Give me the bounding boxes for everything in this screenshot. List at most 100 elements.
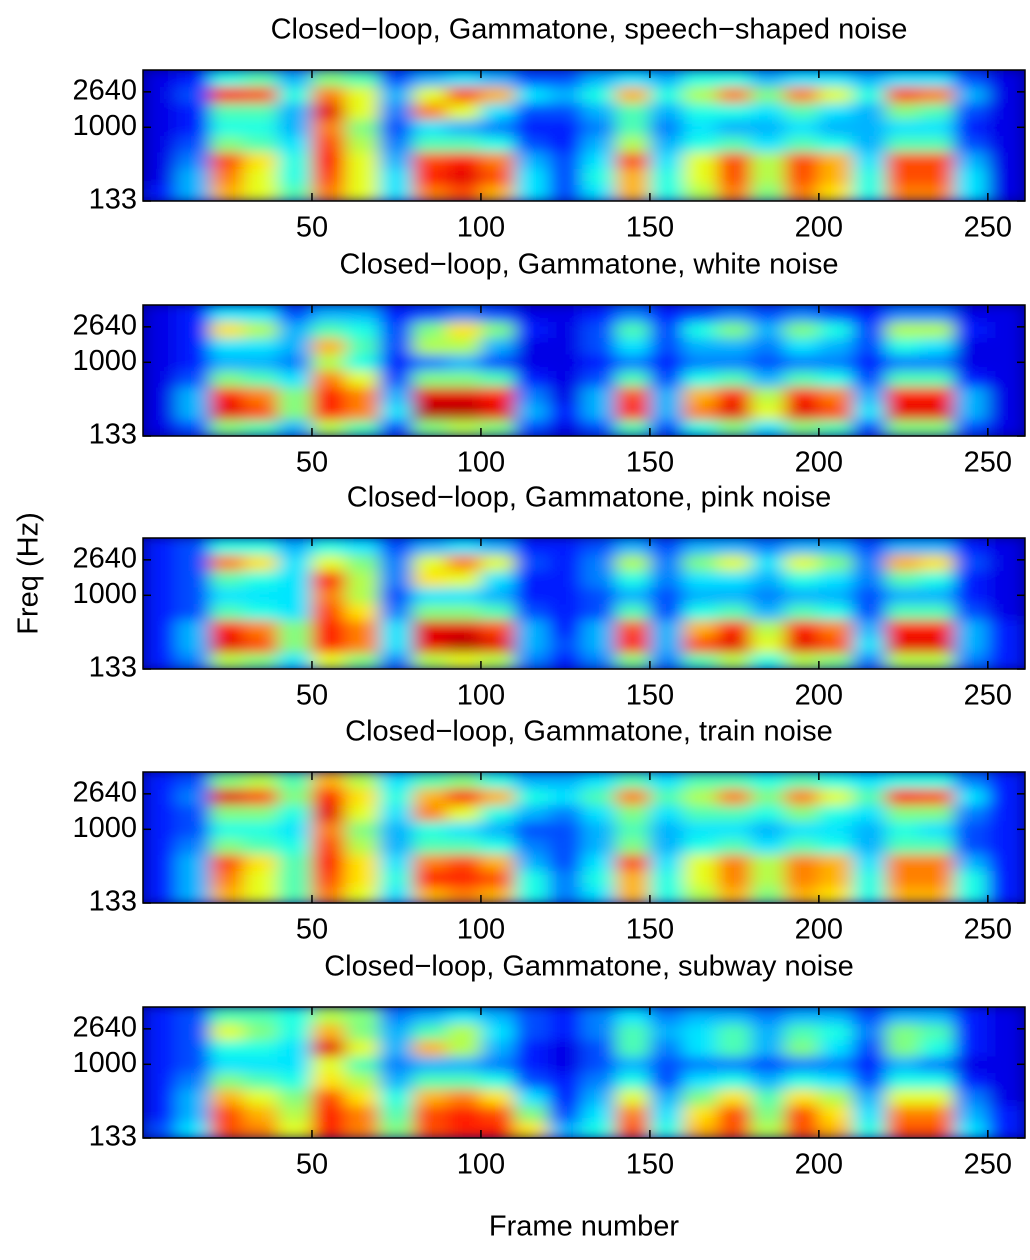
heat-cell <box>751 168 786 185</box>
heat-cell <box>751 370 786 387</box>
heat-cell <box>379 86 414 103</box>
heat-cell <box>886 804 921 821</box>
heat-cell <box>751 419 786 436</box>
heat-cell <box>582 102 617 119</box>
heat-cell <box>210 652 245 669</box>
heat-cell <box>278 1023 313 1040</box>
heat-cell <box>379 821 414 838</box>
heat-cell <box>649 603 684 620</box>
heat-cell <box>176 70 211 87</box>
heat-cell <box>920 1072 955 1089</box>
heat-cell <box>143 772 178 789</box>
heat-cell <box>920 70 955 87</box>
heat-cell <box>548 804 583 821</box>
heat-cell <box>683 603 718 620</box>
heat-cell <box>954 554 989 571</box>
heat-cell <box>616 1056 651 1073</box>
heat-cell <box>311 70 346 87</box>
heat-cell <box>818 870 853 887</box>
heat-cell <box>886 1105 921 1122</box>
heat-cell <box>447 570 482 587</box>
heat-cell <box>886 554 921 571</box>
heat-cell <box>649 886 684 903</box>
heat-cell <box>818 337 853 354</box>
heat-cell <box>447 652 482 669</box>
heat-cell <box>278 184 313 201</box>
heat-cell <box>311 403 346 420</box>
cells <box>143 538 1026 670</box>
heat-cell <box>683 321 718 338</box>
heat-cell <box>514 70 549 87</box>
heat-cell <box>345 337 380 354</box>
heat-cell <box>954 772 989 789</box>
heat-cell <box>852 1039 887 1056</box>
heat-cell <box>480 1088 515 1105</box>
x-tick-label: 150 <box>626 1149 674 1181</box>
heat-cell <box>278 570 313 587</box>
heat-cell <box>345 168 380 185</box>
heat-cell <box>345 870 380 887</box>
heat-cell <box>920 587 955 604</box>
heat-cell <box>616 821 651 838</box>
heat-cell <box>785 772 820 789</box>
heat-cell <box>210 70 245 87</box>
heat-cell <box>278 119 313 136</box>
heat-cell <box>379 538 414 555</box>
heat-cell <box>413 86 448 103</box>
heat-cell <box>818 354 853 371</box>
heat-cell <box>987 772 1025 789</box>
heat-cell <box>987 102 1025 119</box>
heat-cell <box>785 1088 820 1105</box>
heat-cell <box>920 772 955 789</box>
heat-cell <box>818 1056 853 1073</box>
heat-cell <box>176 1088 211 1105</box>
heat-cell <box>413 337 448 354</box>
heat-cell <box>413 570 448 587</box>
heatmap <box>143 70 1026 202</box>
y-tick-label: 2640 <box>72 309 137 341</box>
heat-cell <box>548 554 583 571</box>
heat-cell <box>210 587 245 604</box>
heat-cell <box>649 619 684 636</box>
heat-cell <box>311 886 346 903</box>
heat-cell <box>548 1088 583 1105</box>
heat-cell <box>311 870 346 887</box>
heat-cell <box>886 1121 921 1138</box>
heat-cell <box>548 184 583 201</box>
heat-cell <box>413 619 448 636</box>
heat-cell <box>683 86 718 103</box>
heat-cell <box>785 403 820 420</box>
heat-cell <box>717 184 752 201</box>
x-tick-label: 200 <box>795 680 843 712</box>
heat-cell <box>852 337 887 354</box>
heat-cell <box>852 70 887 87</box>
heat-cell <box>447 886 482 903</box>
heat-cell <box>717 772 752 789</box>
heat-cell <box>311 102 346 119</box>
cells <box>143 70 1026 202</box>
heat-cell <box>886 1039 921 1056</box>
heat-cell <box>176 821 211 838</box>
heat-cell <box>244 570 279 587</box>
heat-cell <box>548 354 583 371</box>
heat-cell <box>278 788 313 805</box>
heat-cell <box>886 538 921 555</box>
heat-cell <box>143 168 178 185</box>
heat-cell <box>785 603 820 620</box>
heat-cell <box>176 102 211 119</box>
heat-cell <box>480 554 515 571</box>
heat-cell <box>616 86 651 103</box>
heat-cell <box>514 1023 549 1040</box>
heat-cell <box>683 1088 718 1105</box>
heat-cell <box>278 603 313 620</box>
heat-cell <box>379 1056 414 1073</box>
heat-cell <box>582 119 617 136</box>
heat-cell <box>210 886 245 903</box>
heat-cell <box>616 853 651 870</box>
heat-cell <box>447 636 482 653</box>
heat-cell <box>345 652 380 669</box>
heat-cell <box>649 1088 684 1105</box>
heat-cell <box>954 538 989 555</box>
heat-cell <box>210 788 245 805</box>
heat-cell <box>920 538 955 555</box>
